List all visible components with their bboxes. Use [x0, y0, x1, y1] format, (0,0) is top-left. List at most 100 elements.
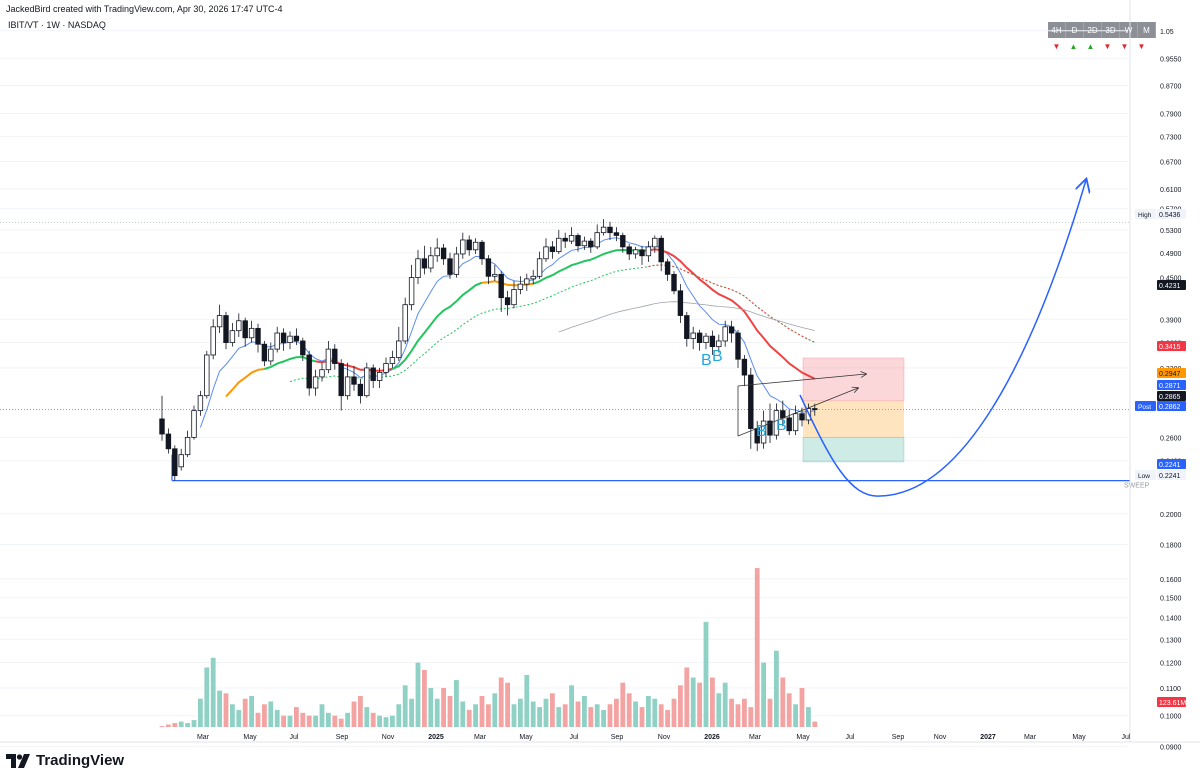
price-tick-label: 0.2000	[1160, 512, 1182, 519]
price-label-box	[1157, 209, 1186, 219]
candle-body	[575, 235, 581, 247]
candle-body	[408, 277, 415, 306]
volume-bar	[172, 723, 178, 727]
candle-body	[799, 413, 805, 421]
candle-body	[613, 232, 620, 236]
volume-bar	[281, 715, 286, 727]
candle-body	[735, 332, 741, 360]
candle-body	[280, 332, 287, 343]
candle-body	[255, 327, 261, 345]
volume-bar	[454, 680, 459, 727]
volume-bar	[383, 717, 389, 727]
volume-bar	[441, 687, 446, 727]
volume-bar	[230, 704, 235, 727]
time-tick-label: Mar	[197, 734, 210, 741]
volume-bar	[518, 698, 523, 727]
candle-body	[300, 340, 306, 356]
volume-bar	[364, 707, 370, 727]
candle-body	[357, 383, 364, 397]
time-tick-label: 2026	[704, 734, 720, 741]
price-label-value: 0.2862	[1159, 404, 1181, 411]
time-tick-label: Sep	[892, 734, 905, 741]
price-labels: 0.5436 High 0.4231 0.3415 0.2947 0.2871 0.2865…	[1135, 209, 1186, 707]
volume-bar	[447, 696, 453, 727]
candle-body	[376, 371, 383, 381]
price-label-value: 0.5436	[1159, 212, 1181, 219]
price-label-value: 0.2241	[1159, 473, 1181, 480]
volume-bar	[434, 698, 440, 727]
time-tick-label: Sep	[336, 734, 349, 741]
price-tick-label: 0.8700	[1160, 84, 1182, 91]
candle-body	[351, 376, 357, 385]
volume-bar	[761, 662, 766, 727]
time-tick-label: Nov	[934, 734, 947, 741]
chart-grid	[0, 30, 1128, 747]
candle-body	[677, 290, 684, 316]
price-label-value: 0.4231	[1159, 283, 1181, 290]
price-label-box	[1157, 280, 1186, 290]
volume-bar	[422, 669, 427, 727]
volume-bar	[338, 718, 344, 727]
candle-body	[492, 273, 498, 277]
volume-bar	[780, 677, 786, 727]
volume-bar	[639, 707, 645, 727]
trend-ema-segment	[648, 248, 816, 380]
time-tick-label: Jul	[1122, 734, 1131, 741]
volume-bar	[652, 698, 658, 727]
time-tick-label: Mar	[474, 734, 487, 741]
volume-bar	[262, 704, 267, 727]
candle-body	[543, 246, 549, 260]
candle-body	[210, 326, 216, 356]
price-tick-label: 0.7900	[1160, 112, 1182, 119]
candle-body	[664, 261, 671, 275]
trend-ema-segment	[532, 248, 649, 285]
current-pnl-zone	[803, 400, 904, 438]
volume-bar	[614, 698, 619, 727]
trend-arrow-down-icon: ▼	[1120, 41, 1129, 51]
price-tick-label: 1.05	[1160, 29, 1174, 36]
tradingview-logo[interactable]: TradingView	[6, 752, 124, 769]
candle-body	[293, 335, 300, 342]
candle-body	[396, 340, 402, 358]
candle-body	[178, 454, 184, 468]
price-tick-label: 0.6700	[1160, 160, 1182, 167]
candle-body	[229, 330, 236, 343]
time-tick-label: 2025	[428, 734, 444, 741]
candle-body	[645, 246, 652, 257]
candle-body	[748, 374, 754, 429]
buy-signal-label: B	[701, 352, 712, 369]
time-tick-label: May	[519, 734, 533, 741]
buy-signal-label: B	[712, 348, 723, 365]
candlesticks	[159, 219, 818, 481]
volume-bar	[806, 707, 811, 727]
candle-body	[332, 348, 338, 364]
candle-body	[728, 326, 735, 334]
volume-bar	[646, 696, 651, 727]
volume-bar	[658, 704, 664, 727]
volume-bar	[223, 693, 229, 727]
candle-body	[632, 249, 639, 255]
price-label-value: 0.2947	[1159, 371, 1181, 378]
volume-bar	[204, 667, 210, 727]
volume-bar	[415, 662, 421, 727]
volume-bar	[402, 685, 408, 727]
time-axis: Mar May Jul Sep Nov 2025 Mar May Jul Sep Nov 2026 Ma…	[0, 734, 1200, 743]
volume-bar	[486, 704, 491, 727]
price-label-box	[1157, 341, 1186, 351]
volume-bar	[633, 701, 638, 727]
projection-arrow-upper	[737, 374, 866, 387]
candle-body	[703, 335, 709, 343]
candle-body	[306, 354, 312, 389]
volume-bar	[351, 701, 357, 727]
candle-body	[690, 332, 696, 339]
volume-bar	[306, 715, 312, 727]
volume-bar	[562, 704, 568, 727]
candle-body	[287, 335, 293, 343]
volume-bar	[159, 726, 165, 728]
volume-bar	[294, 707, 299, 727]
candle-body	[524, 278, 530, 285]
candle-body	[607, 226, 613, 234]
trend-arrow-up-icon: ▲	[1086, 41, 1095, 51]
tradingview-brand: TradingView	[36, 752, 125, 769]
